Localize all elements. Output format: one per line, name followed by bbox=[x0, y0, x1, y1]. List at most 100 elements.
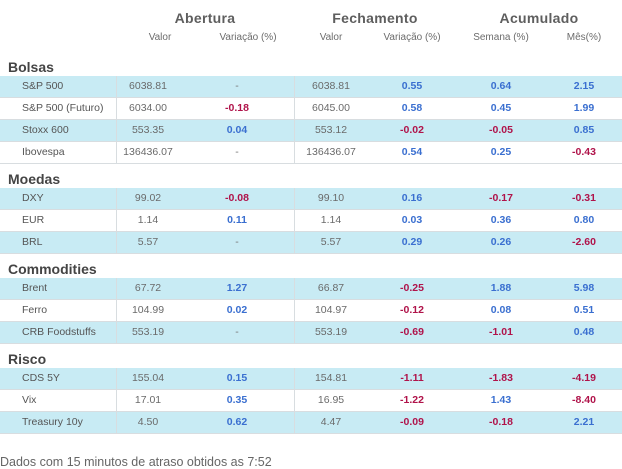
open-value-cell: 4.50 bbox=[137, 416, 159, 428]
open-variation-cell: 0.11 bbox=[227, 214, 247, 226]
open-variation-cell: -0.08 bbox=[225, 192, 249, 204]
close-value-cell: 1.14 bbox=[320, 214, 342, 226]
column-divider bbox=[294, 98, 295, 119]
open-value-cell: 136436.07 bbox=[123, 146, 173, 158]
close-value-cell: 136436.07 bbox=[306, 146, 356, 158]
row-name-cell: Vix bbox=[22, 394, 37, 406]
table-row: Brent 67.72 1.27 66.87 -0.25 1.88 5.98 bbox=[0, 278, 622, 300]
row-name-cell: Ibovespa bbox=[22, 146, 65, 158]
close-variation-cell: -0.09 bbox=[400, 416, 424, 428]
column-divider bbox=[116, 210, 117, 231]
month-accumulated-cell: -0.43 bbox=[572, 146, 596, 158]
week-accumulated-cell: -0.17 bbox=[489, 192, 513, 204]
open-value-cell: 155.04 bbox=[131, 372, 165, 384]
month-accumulated-cell: -8.40 bbox=[572, 394, 596, 406]
market-table: Abertura Fechamento Acumulado Valor Vari… bbox=[0, 0, 622, 434]
table-row: EUR 1.14 0.11 1.14 0.03 0.36 0.80 bbox=[0, 210, 622, 232]
table-row: Vix 17.01 0.35 16.95 -1.22 1.43 -8.40 bbox=[0, 390, 622, 412]
close-variation-cell: -0.02 bbox=[400, 124, 424, 136]
open-value-cell: 6034.00 bbox=[129, 102, 167, 114]
table-row: CRB Foodstuffs 553.19 - 553.19 -0.69 -1.01 0.4… bbox=[0, 322, 622, 344]
table-row: BRL 5.57 - 5.57 0.29 0.26 -2.60 bbox=[0, 232, 622, 254]
column-header-semana: Semana (%) bbox=[473, 32, 529, 43]
month-accumulated-cell: 0.80 bbox=[573, 214, 595, 226]
column-divider bbox=[294, 412, 295, 433]
row-name-cell: EUR bbox=[22, 214, 45, 226]
open-variation-cell: 0.04 bbox=[226, 124, 248, 136]
row-name-cell: CRB Foodstuffs bbox=[22, 326, 96, 338]
column-divider bbox=[294, 300, 295, 321]
column-divider bbox=[116, 322, 117, 343]
close-variation-cell: 0.54 bbox=[401, 146, 423, 158]
column-divider bbox=[116, 232, 117, 253]
column-divider bbox=[116, 300, 117, 321]
month-accumulated-cell: 0.48 bbox=[573, 326, 595, 338]
close-variation-cell: -0.69 bbox=[400, 326, 424, 338]
open-variation-cell: 0.02 bbox=[226, 304, 248, 316]
open-value-cell: 553.35 bbox=[131, 124, 165, 136]
close-variation-cell: 0.03 bbox=[401, 214, 423, 226]
row-name-cell: CDS 5Y bbox=[22, 372, 60, 384]
close-variation-cell: -1.22 bbox=[400, 394, 424, 406]
close-value-cell: 553.12 bbox=[314, 124, 348, 136]
footer-note: Dados com 15 minutos de atraso obtidos a… bbox=[0, 455, 272, 469]
close-value-cell: 66.87 bbox=[317, 282, 345, 294]
week-accumulated-cell: 0.26 bbox=[490, 236, 512, 248]
month-accumulated-cell: 2.15 bbox=[573, 80, 595, 92]
week-accumulated-cell: 0.36 bbox=[490, 214, 512, 226]
close-value-cell: 553.19 bbox=[314, 326, 348, 338]
column-divider bbox=[116, 98, 117, 119]
table-body: Bolsas S&P 500 6038.81 - 6038.81 0.55 0.64 2.15… bbox=[0, 52, 622, 434]
column-divider bbox=[294, 210, 295, 231]
close-variation-cell: 0.58 bbox=[401, 102, 423, 114]
close-value-cell: 6038.81 bbox=[312, 80, 350, 92]
table-row: Stoxx 600 553.35 0.04 553.12 -0.02 -0.05 0.85 bbox=[0, 120, 622, 142]
month-accumulated-cell: 0.51 bbox=[573, 304, 595, 316]
week-accumulated-cell: -0.18 bbox=[489, 416, 513, 428]
column-header-valor-abertura: Valor bbox=[148, 32, 172, 43]
group-header-abertura: Abertura bbox=[174, 10, 236, 26]
column-divider bbox=[294, 278, 295, 299]
row-name-cell: S&P 500 bbox=[22, 80, 64, 92]
column-divider bbox=[116, 278, 117, 299]
close-variation-cell: -0.12 bbox=[400, 304, 424, 316]
close-variation-cell: 0.16 bbox=[401, 192, 423, 204]
row-name-cell: Treasury 10y bbox=[22, 416, 83, 428]
open-variation-cell: 1.27 bbox=[226, 282, 248, 294]
group-header-row: Abertura Fechamento Acumulado bbox=[0, 0, 622, 30]
column-divider bbox=[116, 120, 117, 141]
open-value-cell: 1.14 bbox=[137, 214, 159, 226]
week-accumulated-cell: 1.43 bbox=[490, 394, 512, 406]
open-value-cell: 17.01 bbox=[134, 394, 162, 406]
close-value-cell: 154.81 bbox=[314, 372, 348, 384]
column-header-valor-fechamento: Valor bbox=[319, 32, 343, 43]
week-accumulated-cell: -0.05 bbox=[489, 124, 513, 136]
column-divider bbox=[116, 188, 117, 209]
close-value-cell: 6045.00 bbox=[312, 102, 350, 114]
section-title: Commodities bbox=[8, 261, 97, 277]
close-variation-cell: -0.25 bbox=[400, 282, 424, 294]
row-name-cell: BRL bbox=[22, 236, 43, 248]
month-accumulated-cell: -0.31 bbox=[572, 192, 596, 204]
row-name-cell: Brent bbox=[22, 282, 48, 294]
column-divider bbox=[294, 368, 295, 389]
table-row: Ferro 104.99 0.02 104.97 -0.12 0.08 0.51 bbox=[0, 300, 622, 322]
column-header-row: Valor Variação (%) Valor Variação (%) Se… bbox=[0, 30, 622, 52]
close-variation-cell: 0.55 bbox=[401, 80, 423, 92]
month-accumulated-cell: 0.85 bbox=[573, 124, 595, 136]
open-variation-cell: 0.35 bbox=[226, 394, 248, 406]
month-accumulated-cell: 5.98 bbox=[573, 282, 595, 294]
table-row: CDS 5Y 155.04 0.15 154.81 -1.11 -1.83 -4.19 bbox=[0, 368, 622, 390]
month-accumulated-cell: -4.19 bbox=[572, 372, 596, 384]
open-value-cell: 104.99 bbox=[131, 304, 165, 316]
table-row: Treasury 10y 4.50 0.62 4.47 -0.09 -0.18 2.21 bbox=[0, 412, 622, 434]
open-value-cell: 99.02 bbox=[134, 192, 162, 204]
column-divider bbox=[116, 368, 117, 389]
row-name-cell: DXY bbox=[22, 192, 44, 204]
column-header-variacao-abertura: Variação (%) bbox=[219, 32, 277, 43]
row-name-cell: S&P 500 (Futuro) bbox=[22, 102, 104, 114]
column-header-variacao-fechamento: Variação (%) bbox=[383, 32, 441, 43]
week-accumulated-cell: -1.01 bbox=[489, 326, 513, 338]
open-value-cell: 67.72 bbox=[134, 282, 162, 294]
column-divider bbox=[294, 76, 295, 97]
